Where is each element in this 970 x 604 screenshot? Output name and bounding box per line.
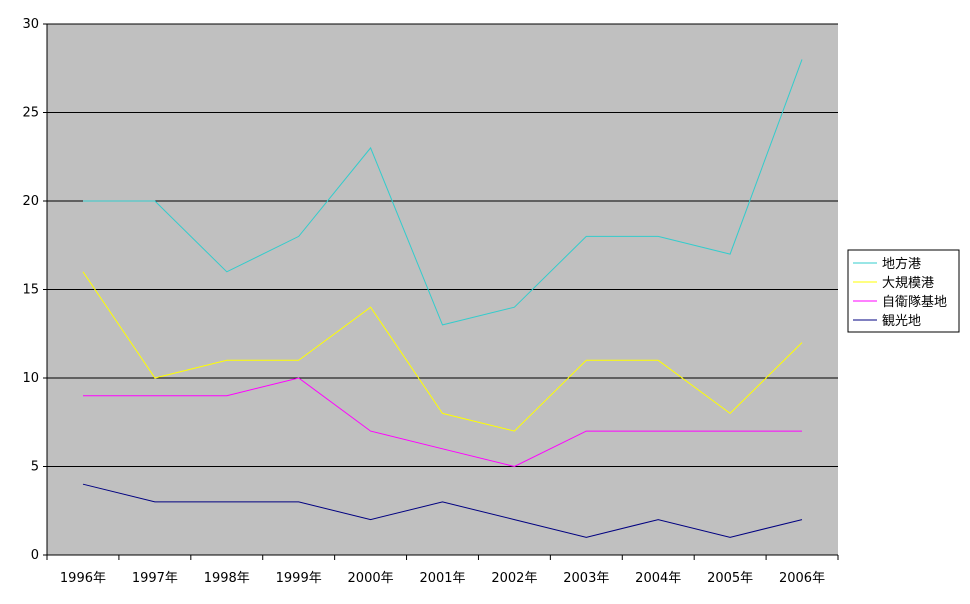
x-tick-label: 2006年 xyxy=(779,571,825,586)
x-tick-label: 2003年 xyxy=(563,571,609,586)
series-line-0 xyxy=(83,59,803,326)
x-tick-label: 2001年 xyxy=(419,571,465,586)
gridlines xyxy=(47,23,838,467)
y-tick-label: 15 xyxy=(22,283,39,298)
series-lines xyxy=(82,59,803,538)
x-tick-label: 1998年 xyxy=(204,571,250,586)
series-line-2 xyxy=(83,377,802,468)
legend-label: 地方港 xyxy=(882,256,921,272)
x-axis-ticks: 1996年 1997年 1998年 1999年 2000年 2001年 2002年 2003年… xyxy=(46,555,839,586)
legend-label: 自衛隊基地 xyxy=(882,294,947,310)
x-tick-label: 2004年 xyxy=(635,571,681,586)
x-tick-label: 1999年 xyxy=(276,571,322,586)
legend-box xyxy=(847,249,960,333)
x-tick-label: 2002年 xyxy=(491,571,537,586)
y-tick-label: 25 xyxy=(22,106,39,121)
series-line-3 xyxy=(82,483,803,538)
y-tick-label: 20 xyxy=(22,194,39,209)
x-tick-label: 1996年 xyxy=(60,571,106,586)
y-tick-label: 30 xyxy=(22,17,39,32)
x-tick-label: 2000年 xyxy=(348,571,394,586)
series-line-1 xyxy=(82,271,803,432)
x-tick-label: 2005年 xyxy=(707,571,753,586)
x-tick-label: 1997年 xyxy=(132,571,178,586)
y-tick-label: 0 xyxy=(31,548,39,563)
legend-label: 観光地 xyxy=(882,314,921,329)
legend-label: 大規模港 xyxy=(882,276,934,291)
y-axis-ticks: 0 5 10 15 20 25 30 xyxy=(22,17,47,563)
y-tick-label: 5 xyxy=(31,460,39,475)
y-tick-label: 10 xyxy=(22,371,39,386)
